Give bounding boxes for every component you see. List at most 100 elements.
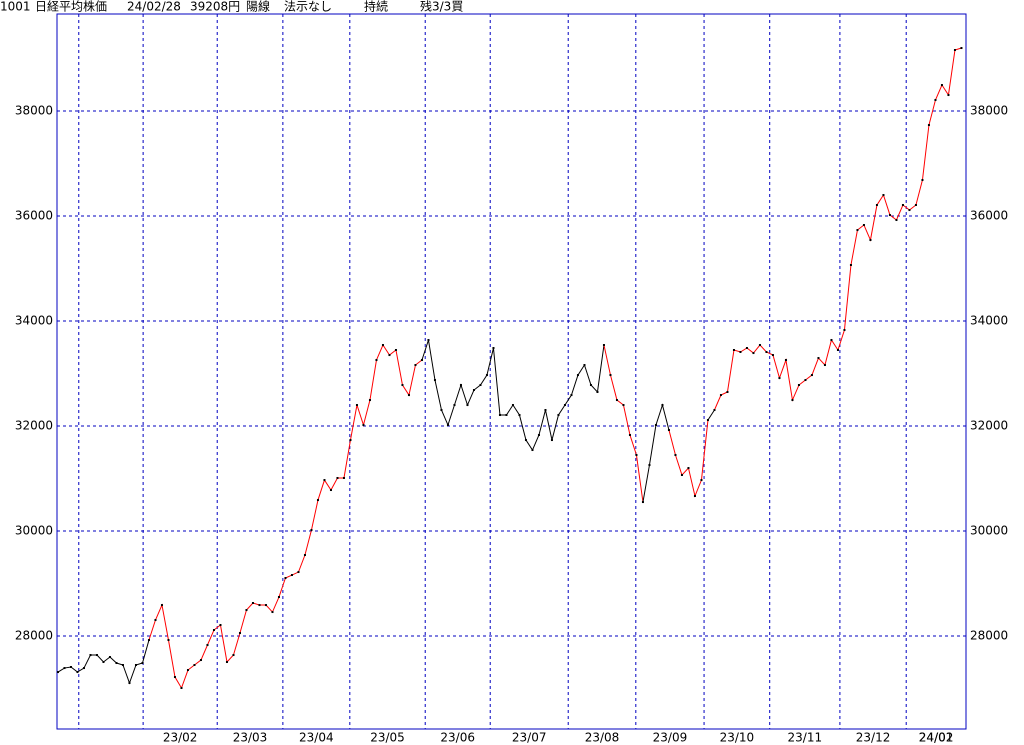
price-point	[69, 665, 72, 668]
price-point	[635, 454, 638, 457]
price-line	[707, 409, 715, 421]
x-tick-label: 23/08	[585, 731, 620, 745]
price-point	[524, 439, 527, 442]
price-line	[642, 403, 670, 503]
price-point	[95, 654, 98, 657]
y2-tick-label: 34000	[970, 314, 1008, 328]
price-point	[817, 357, 820, 360]
header-text: 残3/3買	[420, 0, 463, 14]
price-point	[355, 404, 358, 407]
price-point	[388, 354, 391, 357]
price-point	[771, 354, 774, 357]
price-point	[277, 596, 280, 599]
x-tick-label: 23/03	[233, 731, 268, 745]
price-point	[940, 84, 943, 87]
price-point	[953, 49, 956, 52]
y2-tick-label: 36000	[970, 209, 1008, 223]
price-point	[89, 654, 92, 657]
price-point	[732, 349, 735, 352]
price-point	[128, 682, 131, 685]
header-text: 日経平均株価	[35, 0, 107, 14]
price-point	[394, 349, 397, 352]
price-point	[297, 571, 300, 574]
y-tick-label: 30000	[15, 524, 53, 538]
price-point	[856, 229, 859, 232]
price-point	[882, 194, 885, 197]
price-point	[550, 439, 553, 442]
price-point	[648, 464, 651, 467]
y2-tick-label: 32000	[970, 419, 1008, 433]
price-point	[368, 399, 371, 402]
price-point	[628, 433, 631, 436]
price-point	[342, 476, 345, 479]
price-point	[836, 349, 839, 352]
price-point	[498, 413, 501, 416]
price-point	[180, 686, 183, 689]
price-point	[56, 671, 59, 674]
x-tick-label: 23/12	[856, 731, 891, 745]
price-point	[453, 404, 456, 407]
price-point	[869, 239, 872, 242]
price-point	[927, 124, 930, 127]
header-text: 39208円	[190, 0, 240, 14]
price-point	[518, 413, 521, 416]
price-point	[830, 339, 833, 342]
price-point	[862, 223, 865, 226]
price-line	[668, 419, 709, 498]
price-point	[511, 404, 514, 407]
price-point	[199, 659, 202, 662]
x-tick-label: 23/05	[370, 731, 405, 745]
header-text: 24/02/28	[127, 0, 181, 14]
x-tick-label: 24/02	[919, 731, 954, 745]
price-point	[225, 661, 228, 664]
price-point	[908, 209, 911, 212]
price-point	[667, 429, 670, 432]
y-tick-label: 28000	[15, 629, 53, 643]
price-point	[843, 328, 846, 331]
price-point	[615, 399, 618, 402]
header-text: 陽線	[246, 0, 270, 14]
price-line	[603, 344, 644, 503]
price-point	[141, 662, 144, 665]
price-point	[895, 219, 898, 222]
price-point	[706, 419, 709, 422]
y-tick-label: 38000	[15, 104, 53, 118]
plot-border	[56, 13, 967, 730]
y2-tick-label: 28000	[970, 629, 1008, 643]
price-point	[336, 476, 339, 479]
price-point	[758, 344, 761, 347]
price-point	[76, 671, 79, 674]
price-point	[849, 264, 852, 267]
x-tick-label: 23/02	[163, 731, 198, 745]
price-point	[433, 379, 436, 382]
price-point	[609, 374, 612, 377]
price-point	[680, 474, 683, 477]
x-tick-label: 23/09	[653, 731, 688, 745]
price-line	[421, 339, 605, 452]
price-point	[375, 359, 378, 362]
price-point	[654, 424, 657, 427]
price-point	[186, 669, 189, 672]
price-point	[674, 454, 677, 457]
price-point	[531, 449, 534, 452]
x-tick-label: 23/06	[440, 731, 475, 745]
price-point	[797, 384, 800, 387]
header-text: 法示なし	[284, 0, 332, 14]
price-point	[784, 359, 787, 362]
price-point	[160, 604, 163, 607]
price-point	[173, 676, 176, 679]
price-point	[576, 374, 579, 377]
x-tick-label: 23/07	[512, 731, 547, 745]
price-point	[823, 364, 826, 367]
price-point	[719, 394, 722, 397]
price-point	[570, 394, 573, 397]
price-point	[778, 377, 781, 380]
x-tick-label: 23/04	[299, 731, 334, 745]
price-point	[505, 413, 508, 416]
price-point	[154, 619, 157, 622]
price-point	[459, 384, 462, 387]
price-point	[914, 203, 917, 206]
price-point	[752, 352, 755, 355]
y2-tick-label: 38000	[970, 104, 1008, 118]
price-point	[102, 661, 105, 664]
